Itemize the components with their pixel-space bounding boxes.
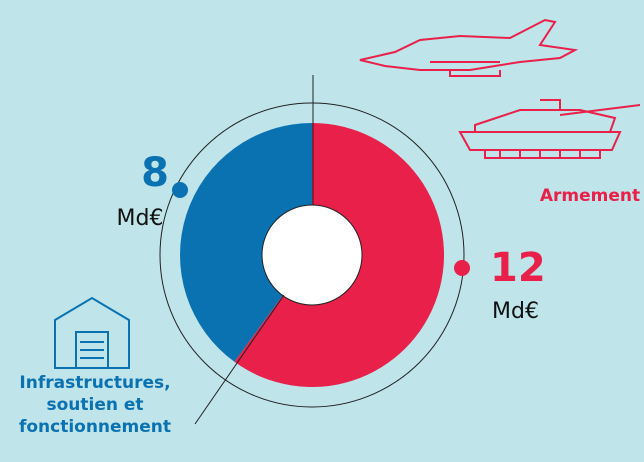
unit-label: Md€ — [492, 299, 539, 324]
donut-hole — [261, 204, 363, 306]
unit-label: Md€ — [117, 206, 164, 231]
warehouse-icon — [54, 296, 130, 369]
wedge — [180, 123, 312, 362]
value-label: 12 — [490, 245, 546, 291]
category-label: Infrastructures, soutien et fonctionneme… — [18, 373, 172, 437]
wedges — [180, 123, 444, 387]
jet-icon — [359, 18, 579, 77]
dot-red — [454, 260, 470, 276]
category-label: Armement — [540, 186, 640, 206]
wedge — [234, 123, 444, 387]
icons — [54, 18, 641, 369]
tank-icon — [458, 99, 641, 159]
dot-blue — [172, 182, 188, 198]
divider-bottom — [194, 294, 285, 425]
value-label: 8 — [141, 150, 169, 196]
outer-ring — [159, 102, 465, 408]
